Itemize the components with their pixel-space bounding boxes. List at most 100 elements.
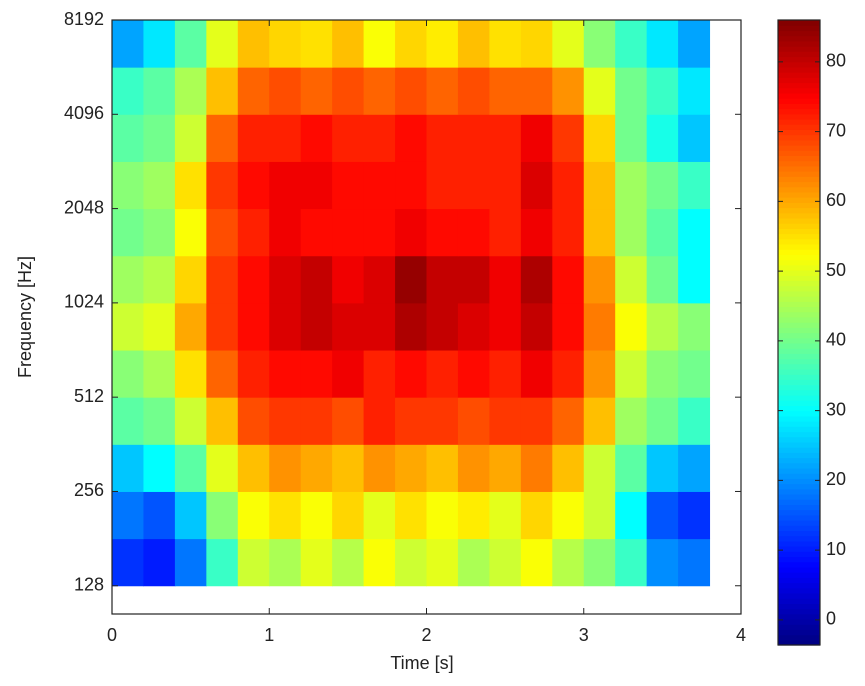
heatmap-cell [269,302,302,351]
colorbar-band [778,243,820,250]
heatmap-cell [583,114,616,162]
heatmap-cell [646,350,679,398]
heatmap-cell [206,397,239,445]
heatmap-cell [426,255,459,304]
colorbar-band [778,35,820,42]
heatmap-cell [426,161,459,210]
heatmap-cell [300,302,333,351]
colorbar-band [778,421,820,427]
heatmap-cell [426,208,459,257]
colorbar-band [778,197,820,203]
heatmap-cell [300,20,333,68]
heatmap-cell [615,302,648,351]
heatmap-cell [332,67,365,115]
colorbar-band [778,165,820,172]
colorbar-band [778,275,820,282]
heatmap-cell [269,350,302,398]
colorbar-tick-label: 20 [826,469,846,489]
colorbar-band [778,134,820,141]
colorbar-band [778,290,820,297]
colorbar-band [778,587,820,594]
x-axis-label: Time [s] [390,653,453,673]
x-tick-label: 0 [107,625,117,645]
colorbar-band [778,186,820,193]
heatmap-cell [174,397,207,445]
colorbar-tick-label: 0 [826,609,836,629]
heatmap-cell [332,538,365,587]
heatmap-cell [143,67,176,115]
colorbar-tick-label: 50 [826,260,846,280]
heatmap-cell [457,255,490,304]
heatmap-cell [332,208,365,257]
colorbar-band [778,525,820,532]
colorbar-band [778,118,820,125]
heatmap-cell [615,20,648,68]
heatmap-cell [363,444,396,492]
colorbar-band [778,634,820,641]
heatmap-cell [363,67,396,115]
heatmap-cell [363,302,396,351]
colorbar-band [778,342,820,349]
heatmap-cell [646,444,679,492]
colorbar-band [778,603,820,610]
heatmap-cell [457,208,490,257]
heatmap-cell [678,20,711,68]
colorbar-band [778,30,820,37]
heatmap-cell [552,255,585,304]
y-tick-label: 512 [74,386,104,406]
heatmap-cell [395,67,427,115]
colorbar-band [778,447,820,453]
heatmap-cell [457,114,490,162]
heatmap-cell [363,350,396,398]
heatmap-cell [678,114,711,162]
heatmap-cell [457,350,490,398]
heatmap-cell [457,397,490,445]
colorbar-band [778,384,820,391]
heatmap-cell [174,161,207,210]
colorbar-band [778,478,820,485]
colorbar-band [778,212,820,219]
heatmap-cell [143,350,176,398]
colorbar-band [778,499,820,505]
colorbar-band [778,202,820,209]
colorbar-tick-label: 80 [826,51,846,71]
heatmap-cell [363,397,396,445]
colorbar-band [778,129,820,136]
colorbar-band [778,618,820,625]
colorbar-band [778,514,820,521]
heatmap-cell [300,538,333,587]
heatmap-cell [646,161,679,210]
colorbar-band [778,217,820,224]
heatmap-cell [300,114,333,162]
heatmap-cell [552,114,585,162]
heatmap-cell [206,20,239,68]
heatmap-cell [206,161,239,210]
heatmap-cell [143,302,176,351]
heatmap-cell [678,397,711,445]
heatmap-cell [363,161,396,210]
heatmap-cell [363,20,396,68]
heatmap-cell [143,161,176,210]
heatmap-cell [615,208,648,257]
heatmap-cell [300,161,333,210]
colorbar-band [778,61,820,68]
heatmap-cell [174,302,207,351]
colorbar-band [778,46,820,52]
heatmap-cell [552,67,585,115]
heatmap-cell [552,350,585,398]
colorbar-band [778,639,820,646]
colorbar-band [778,72,820,78]
colorbar-band [778,124,820,130]
heatmap-cell [269,20,302,68]
heatmap-cell [583,444,616,492]
heatmap-cell [646,67,679,115]
colorbar-band [778,473,820,479]
colorbar-band [778,592,820,599]
colorbar-band [778,82,820,89]
heatmap-cell [520,208,553,257]
heatmap-cell [112,444,144,492]
colorbar-tick-label: 60 [826,190,846,210]
heatmap-cell [206,114,239,162]
heatmap-cell [583,350,616,398]
colorbar-band [778,25,820,32]
